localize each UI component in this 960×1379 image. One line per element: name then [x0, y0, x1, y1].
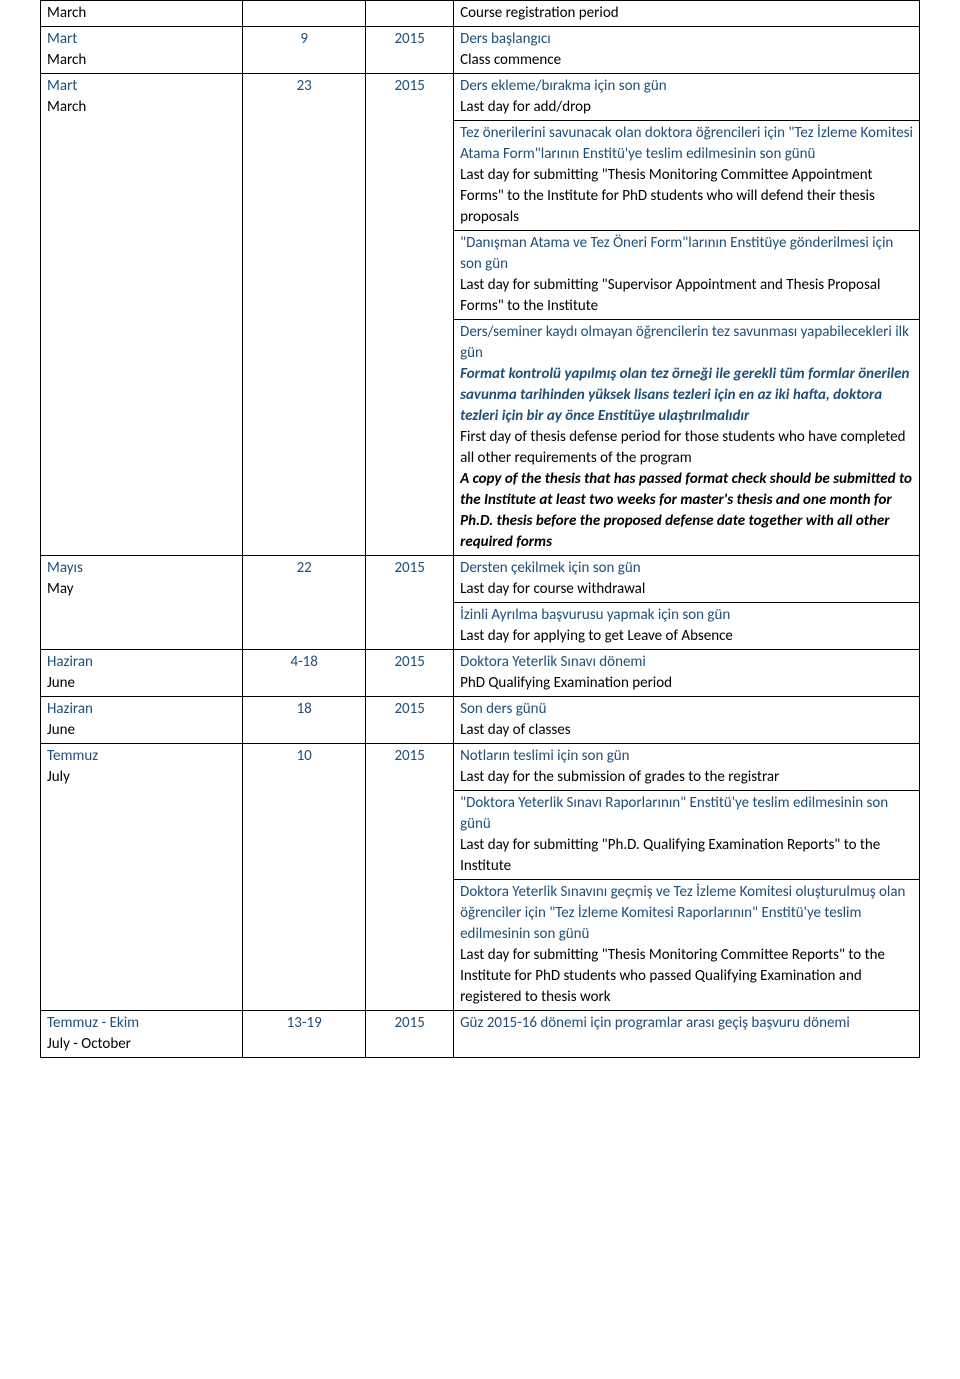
turkish-text: Ders ekleme/bırakma için son gün — [460, 76, 913, 97]
month-cell: HaziranJune — [41, 697, 243, 744]
month-en: March — [47, 97, 236, 118]
description-cell: Dersten çekilmek için son günLast day fo… — [454, 556, 920, 603]
day-cell: 4-18 — [243, 650, 366, 697]
turkish-text: Doktora Yeterlik Sınavı dönemi — [460, 652, 913, 673]
description-cell: Son ders günüLast day of classes — [454, 697, 920, 744]
month-en: June — [47, 720, 236, 741]
description-cell: Course registration period — [454, 1, 920, 27]
turkish-text: "Doktora Yeterlik Sınavı Raporlarının" E… — [460, 793, 913, 835]
description-cell: Ders/seminer kaydı olmayan öğrencilerin … — [454, 320, 920, 556]
month-cell: TemmuzJuly — [41, 744, 243, 1011]
english-text: Last day for submitting "Thesis Monitori… — [460, 165, 913, 228]
english-text: Last day of classes — [460, 720, 913, 741]
table-row: Temmuz - EkimJuly - October13-192015Güz … — [41, 1011, 920, 1058]
table-row: MartMarch232015Ders ekleme/bırakma için … — [41, 74, 920, 121]
year-cell: 2015 — [366, 744, 454, 1011]
turkish-text: Dersten çekilmek için son gün — [460, 558, 913, 579]
day-cell: 10 — [243, 744, 366, 1011]
month-tr: Mart — [47, 76, 236, 97]
day-cell: 18 — [243, 697, 366, 744]
year-cell: 2015 — [366, 697, 454, 744]
english-text: Class commence — [460, 50, 913, 71]
english-text: Last day for add/drop — [460, 97, 913, 118]
month-en: March — [47, 3, 236, 24]
year-cell — [366, 1, 454, 27]
year-cell: 2015 — [366, 556, 454, 650]
description-cell: "Danışman Atama ve Tez Öneri Form"larını… — [454, 231, 920, 320]
table-row: MartMarch92015Ders başlangıcıClass comme… — [41, 27, 920, 74]
english-text: Last day for submitting "Thesis Monitori… — [460, 945, 913, 1008]
turkish-text: Tez önerilerini savunacak olan doktora ö… — [460, 123, 913, 165]
english-note: A copy of the thesis that has passed for… — [460, 469, 913, 553]
english-text: Last day for submitting "Ph.D. Qualifyin… — [460, 835, 913, 877]
month-cell: MartMarch — [41, 27, 243, 74]
year-cell: 2015 — [366, 1011, 454, 1058]
english-text: Course registration period — [460, 3, 913, 24]
month-en: July - October — [47, 1034, 236, 1055]
turkish-text: Güz 2015-16 dönemi için programlar arası… — [460, 1013, 913, 1034]
turkish-text: Ders/seminer kaydı olmayan öğrencilerin … — [460, 322, 913, 364]
turkish-text: İzinli Ayrılma başvurusu yapmak için son… — [460, 605, 913, 626]
day-cell: 13-19 — [243, 1011, 366, 1058]
month-cell: HaziranJune — [41, 650, 243, 697]
month-en: March — [47, 50, 236, 71]
table-row: HaziranJune182015Son ders günüLast day o… — [41, 697, 920, 744]
day-cell — [243, 1, 366, 27]
english-text: Last day for applying to get Leave of Ab… — [460, 626, 913, 647]
month-en: June — [47, 673, 236, 694]
table-row: HaziranJune4-182015Doktora Yeterlik Sına… — [41, 650, 920, 697]
table-row: March Course registration period — [41, 1, 920, 27]
turkish-text: Son ders günü — [460, 699, 913, 720]
turkish-note: Format kontrolü yapılmış olan tez örneği… — [460, 364, 913, 427]
month-tr: Haziran — [47, 699, 236, 720]
month-tr: Mart — [47, 29, 236, 50]
description-cell: Ders başlangıcıClass commence — [454, 27, 920, 74]
english-text: Last day for submitting "Supervisor Appo… — [460, 275, 913, 317]
calendar-body: MarchCourse registration periodMartMarch… — [41, 1, 920, 1058]
day-cell: 22 — [243, 556, 366, 650]
month-tr: Mayıs — [47, 558, 236, 579]
month-cell: March — [41, 1, 243, 27]
turkish-text: "Danışman Atama ve Tez Öneri Form"larını… — [460, 233, 913, 275]
turkish-text: Doktora Yeterlik Sınavını geçmiş ve Tez … — [460, 882, 913, 945]
description-cell: Notların teslimi için son günLast day fo… — [454, 744, 920, 791]
month-cell: MayısMay — [41, 556, 243, 650]
month-en: May — [47, 579, 236, 600]
month-cell: MartMarch — [41, 74, 243, 556]
month-tr: Haziran — [47, 652, 236, 673]
table-row: MayısMay222015Dersten çekilmek için son … — [41, 556, 920, 603]
description-cell: "Doktora Yeterlik Sınavı Raporlarının" E… — [454, 791, 920, 880]
description-cell: İzinli Ayrılma başvurusu yapmak için son… — [454, 603, 920, 650]
year-cell: 2015 — [366, 74, 454, 556]
month-tr: Temmuz - Ekim — [47, 1013, 236, 1034]
english-text: Last day for course withdrawal — [460, 579, 913, 600]
english-text: Last day for the submission of grades to… — [460, 767, 913, 788]
description-cell: Ders ekleme/bırakma için son günLast day… — [454, 74, 920, 121]
description-cell: Doktora Yeterlik Sınavı dönemiPhD Qualif… — [454, 650, 920, 697]
calendar-table: MarchCourse registration periodMartMarch… — [40, 0, 920, 1058]
turkish-text: Ders başlangıcı — [460, 29, 913, 50]
day-cell: 23 — [243, 74, 366, 556]
month-tr: Temmuz — [47, 746, 236, 767]
description-cell: Tez önerilerini savunacak olan doktora ö… — [454, 121, 920, 231]
year-cell: 2015 — [366, 27, 454, 74]
month-en: July — [47, 767, 236, 788]
description-cell: Güz 2015-16 dönemi için programlar arası… — [454, 1011, 920, 1058]
turkish-text: Notların teslimi için son gün — [460, 746, 913, 767]
english-text: First day of thesis defense period for t… — [460, 427, 913, 469]
page: MarchCourse registration periodMartMarch… — [0, 0, 960, 1098]
day-cell: 9 — [243, 27, 366, 74]
table-row: TemmuzJuly102015Notların teslimi için so… — [41, 744, 920, 791]
month-cell: Temmuz - EkimJuly - October — [41, 1011, 243, 1058]
english-text: PhD Qualifying Examination period — [460, 673, 913, 694]
year-cell: 2015 — [366, 650, 454, 697]
description-cell: Doktora Yeterlik Sınavını geçmiş ve Tez … — [454, 880, 920, 1011]
